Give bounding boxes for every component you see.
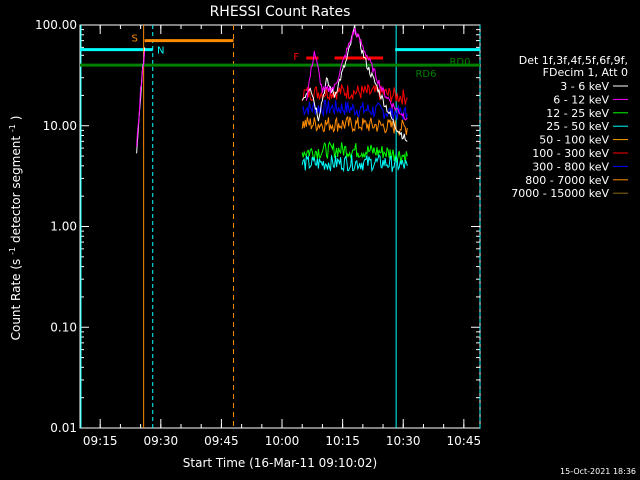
x-tick-label: 10:00 — [265, 434, 300, 448]
x-tick-label: 10:15 — [325, 434, 360, 448]
saa-label: S — [131, 34, 137, 45]
y-axis-label-part-2: detector segment — [9, 136, 23, 243]
x-tick-label: 09:15 — [83, 434, 118, 448]
legend-entry-label: 6 - 12 keV — [553, 93, 609, 106]
y-tick-label: 10.00 — [43, 119, 77, 133]
series-line — [301, 24, 408, 142]
legend-entry-label: 25 - 50 keV — [546, 120, 609, 133]
series-layer — [136, 24, 408, 173]
y-tick-label: 0.10 — [50, 320, 77, 334]
y-axis-label: Count Rate (s -1 detector segment -1 ) — [4, 116, 23, 341]
y-axis-label-sup-2: -1 — [8, 124, 17, 132]
series-line — [301, 99, 408, 121]
legend-entry-label: 800 - 7000 keV — [525, 174, 609, 187]
flare-label: F — [293, 52, 299, 63]
series-line — [305, 27, 408, 121]
series-line — [301, 115, 408, 137]
x-tick-label: 09:30 — [144, 434, 179, 448]
y-axis-label-sup-1: -1 — [8, 247, 17, 255]
x-axis-label: Start Time (16-Mar-11 09:10:02) — [183, 456, 377, 470]
legend-entry-label: 3 - 6 keV — [560, 80, 609, 93]
y-axis-label-part-3: ) — [9, 116, 23, 121]
series-line — [136, 51, 146, 147]
y-tick-label: 100.00 — [35, 18, 77, 32]
legend-entry-label: 12 - 25 keV — [546, 107, 609, 120]
legend: Det 1f,3f,4f,5f,6f,9f,FDecim 1, Att 03 -… — [511, 54, 628, 200]
footer-timestamp: 15-Oct-2021 18:36 — [560, 467, 636, 476]
series-line — [301, 154, 408, 173]
legend-entry-label: 7000 - 15000 keV — [511, 187, 609, 200]
x-tick-label: 10:30 — [386, 434, 421, 448]
x-axis-ticks: 09:15 09:30 09:45 10:00 10:15 10:30 10:45 — [79, 25, 482, 448]
legend-header: Det 1f,3f,4f,5f,6f,9f, — [519, 54, 628, 67]
series-line — [301, 83, 408, 105]
legend-entry-label: 50 - 100 keV — [539, 134, 609, 147]
legend-entry-label: 100 - 300 keV — [532, 147, 609, 160]
series-line — [301, 141, 408, 164]
night-label: N — [157, 46, 164, 57]
y-tick-label: 0.01 — [50, 421, 77, 435]
legend-entry-label: 300 - 800 keV — [532, 160, 609, 173]
chart-title: RHESSI Count Rates — [210, 4, 351, 20]
rd6-label: RD6 — [415, 69, 436, 80]
state-overlays — [80, 25, 481, 428]
rd0-label: RD0 — [449, 57, 470, 68]
x-tick-label: 09:45 — [204, 434, 239, 448]
y-tick-label: 1.00 — [50, 220, 77, 234]
x-tick-label: 10:45 — [447, 434, 482, 448]
y-axis-label-part-1: Count Rate (s — [9, 259, 23, 341]
legend-header: FDecim 1, Att 0 — [543, 66, 628, 79]
overlay-labels: S N F RD6 RD0 — [131, 34, 470, 80]
